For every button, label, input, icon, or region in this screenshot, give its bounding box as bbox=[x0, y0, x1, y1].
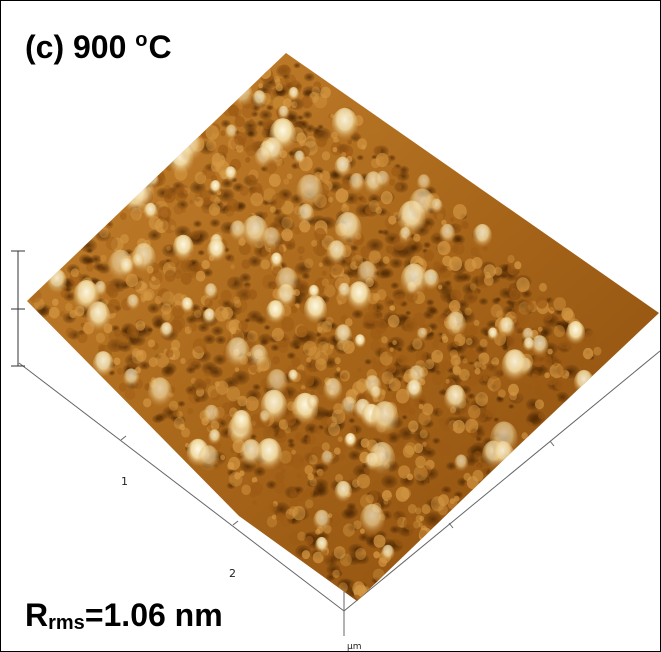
temperature-unit: C bbox=[148, 29, 172, 65]
panel-label-text: (c) 900 bbox=[25, 29, 136, 65]
roughness-label: Rrms=1.06 nm bbox=[25, 597, 223, 635]
axis-tick-1: 1 bbox=[121, 475, 128, 488]
axis-unit-label: µm bbox=[347, 642, 362, 651]
roughness-subscript: rms bbox=[48, 612, 85, 634]
panel-label: (c) 900 oC bbox=[25, 29, 172, 66]
z-scale-bar bbox=[11, 250, 25, 367]
degree-symbol: o bbox=[135, 29, 148, 51]
axis-frame bbox=[18, 350, 660, 636]
roughness-value: =1.06 nm bbox=[84, 597, 223, 633]
axis-tick-2: 2 bbox=[229, 567, 236, 580]
roughness-symbol: R bbox=[25, 597, 49, 633]
surface-grains bbox=[29, 62, 612, 601]
